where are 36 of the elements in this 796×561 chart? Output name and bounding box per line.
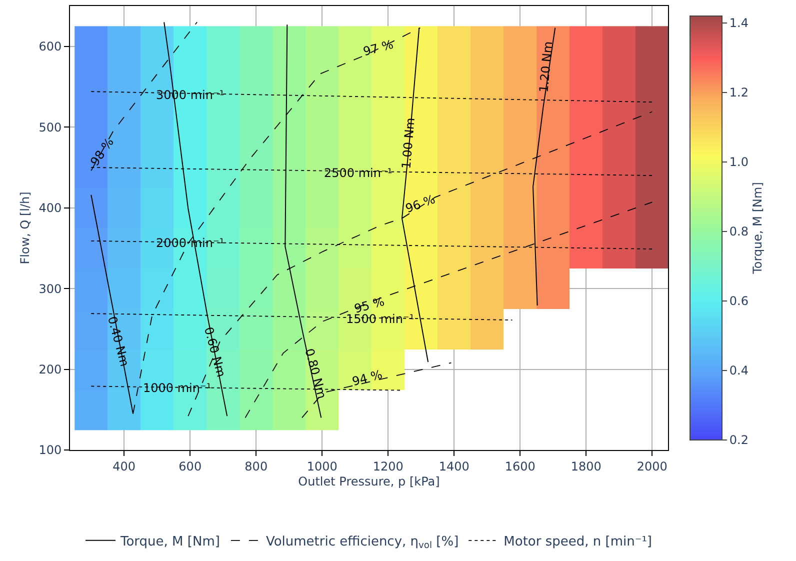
y-tick-label: 500: [38, 120, 62, 134]
y-tick-label: 400: [38, 201, 62, 216]
color-bar-label: 1.0: [729, 155, 748, 170]
annotation: 97 %: [362, 37, 395, 59]
y-axis-title: Flow, Q [l/h]: [18, 192, 32, 264]
legend-label: Motor speed, n [min⁻¹]: [504, 534, 652, 550]
x-tick-label: 800: [244, 459, 268, 474]
annotation: 2500 min⁻¹: [324, 166, 392, 180]
y-tick-label: 600: [38, 40, 62, 54]
annotation: 1.20 Nm: [536, 40, 556, 94]
x-tick-label: 2000: [636, 459, 668, 474]
annotation: 1000 min⁻¹: [143, 381, 212, 395]
color-bar-title: Torque, M [Nm]: [750, 182, 764, 275]
x-tick-label: 1200: [372, 459, 404, 474]
y-tick-label: 200: [38, 362, 62, 376]
color-bar-label: 1.4: [729, 16, 748, 30]
x-tick-label: 1800: [570, 459, 602, 474]
y-tick-label: 300: [38, 282, 62, 296]
legend-label: Volumetric efficiency, η$_{vol}$ [%]: [266, 534, 459, 552]
annotation: 94 %: [350, 367, 384, 389]
x-tick-label: 400: [112, 459, 136, 474]
x-axis-title: Outlet Pressure, p [kPa]: [298, 474, 440, 488]
annotation: 1500 min⁻¹: [346, 312, 414, 326]
x-tick-label: 1600: [504, 459, 536, 474]
x-tick-label: 600: [178, 459, 202, 474]
y-tick-label: 100: [38, 443, 62, 458]
color-bar-label: 1.2: [729, 86, 748, 100]
annotation: 96 %: [404, 192, 438, 216]
x-tick-label: 1000: [306, 459, 338, 474]
color-bar-label: 0.8: [729, 224, 748, 239]
color-bar-label: 0.6: [729, 294, 748, 308]
color-bar-label: 0.2: [729, 433, 748, 448]
legend-label: Torque, M [Nm]: [120, 534, 220, 550]
color-bar-label: 0.4: [729, 364, 748, 378]
x-tick-label: 1400: [438, 459, 470, 474]
annotation: 98 %: [88, 135, 117, 168]
